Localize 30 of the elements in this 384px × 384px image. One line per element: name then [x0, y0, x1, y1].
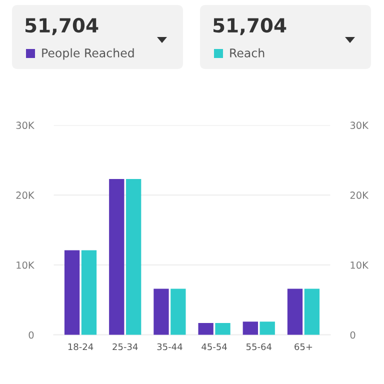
x-tick-label: 45-54	[202, 343, 227, 350]
y-tick-label: 20K	[16, 192, 35, 199]
bar	[242, 322, 258, 335]
x-tick-label: 25-34	[112, 343, 138, 350]
x-tick-label: 65+	[294, 343, 312, 350]
x-tick-label: 18-24	[68, 343, 94, 350]
y2-tick-label: 10K	[350, 261, 369, 269]
bar	[170, 288, 186, 335]
bar	[287, 288, 303, 335]
bar	[126, 179, 142, 335]
bar	[64, 250, 80, 335]
y2-tick-label: 20K	[350, 192, 369, 199]
bar	[81, 250, 97, 335]
text: 51,704	[214, 18, 286, 36]
x-tick-label: 55-64	[246, 343, 272, 350]
y-tick-label: 0	[28, 331, 34, 339]
text: 51,704	[26, 18, 98, 36]
bar	[260, 322, 275, 335]
bar	[109, 179, 124, 335]
bar	[198, 322, 214, 335]
y2-tick-label: 0	[350, 331, 356, 339]
y-tick-label: 10K	[16, 261, 35, 269]
y2-tick-label: 30K	[350, 122, 369, 130]
legend-label: People Reached	[42, 48, 134, 60]
y-tick-label: 30K	[16, 122, 35, 130]
bar	[304, 288, 320, 335]
bar	[154, 288, 169, 335]
bar	[215, 322, 230, 335]
x-tick-label: 35-44	[157, 343, 182, 350]
legend-label: Reach	[230, 48, 264, 58]
